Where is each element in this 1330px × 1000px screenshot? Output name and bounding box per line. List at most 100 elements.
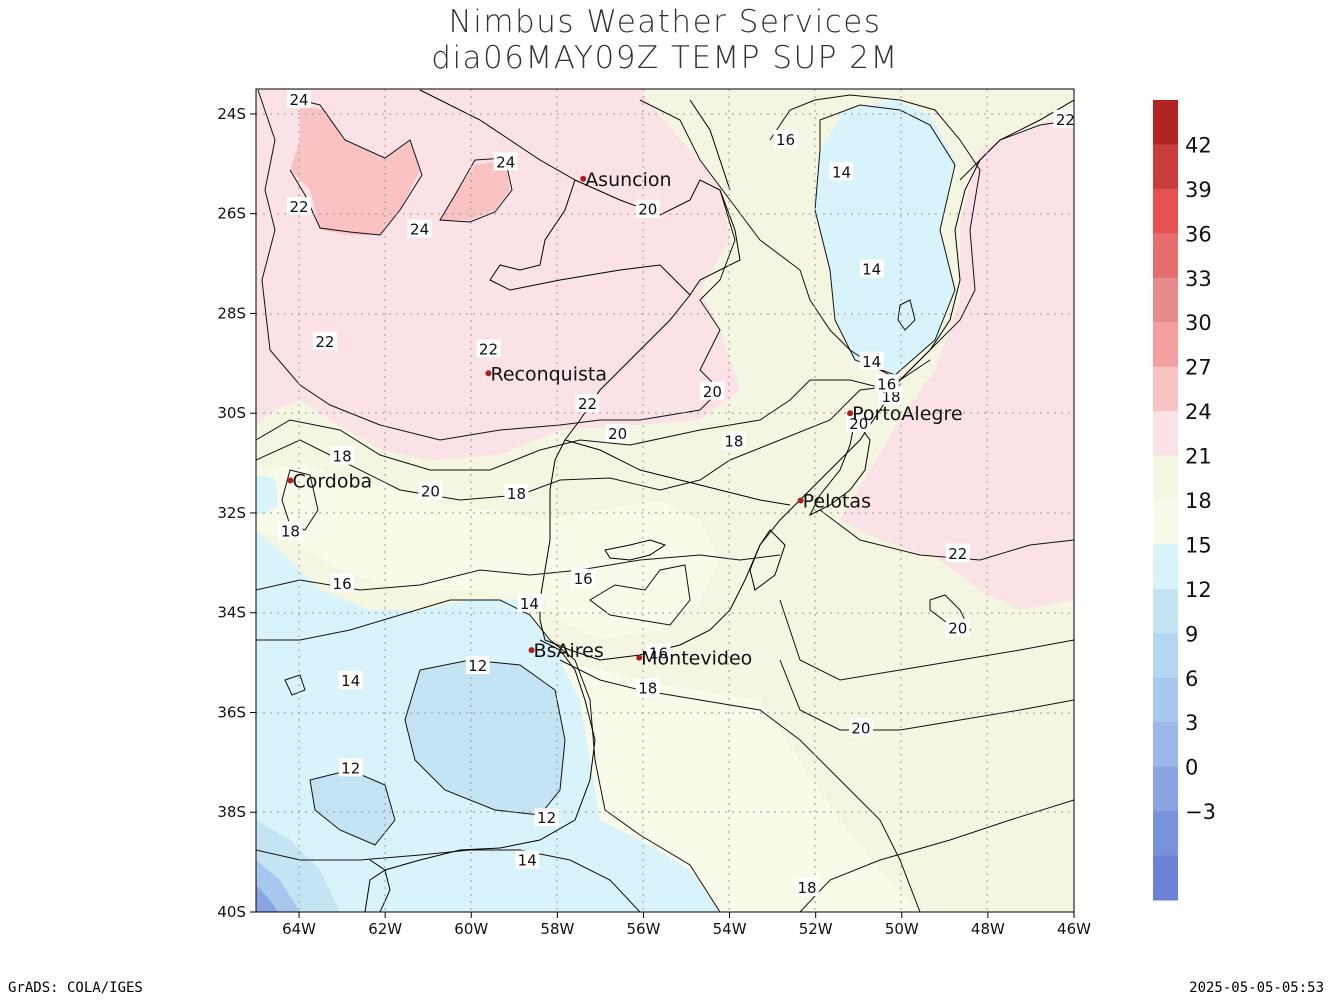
colorbar-label: 0	[1185, 756, 1198, 780]
city-marker	[847, 410, 854, 417]
contour-label: 20	[948, 620, 967, 638]
city-marker	[287, 477, 294, 484]
river-parana	[689, 99, 731, 191]
uruguay-reservoir	[604, 539, 667, 561]
contour-label-bg	[418, 481, 443, 500]
field-cyan-west-edge	[256, 475, 278, 515]
colorbar-swatch	[1153, 366, 1178, 412]
colorbar-swatch	[1153, 188, 1178, 234]
contour-label: 16	[649, 645, 668, 663]
contour-label: 14	[341, 672, 360, 690]
contour-label-bg	[493, 152, 518, 171]
field-cream-light-south	[560, 660, 920, 912]
contour-14-sw	[256, 599, 721, 912]
contour-label: 14	[862, 261, 881, 279]
lat-tick-label: 32S	[217, 504, 246, 522]
lon-tick-label: 46W	[1057, 920, 1091, 938]
colorbar-label: 42	[1185, 133, 1212, 157]
contour-label: 20	[608, 425, 627, 443]
contour-18-bottom	[799, 799, 1074, 912]
colorbar-label: 39	[1185, 178, 1212, 202]
contour-label: 20	[421, 483, 440, 501]
contour-label-bg	[605, 424, 630, 443]
colorbar-swatch	[1153, 855, 1178, 901]
colorbar-swatch	[1153, 677, 1178, 723]
contour-label: 18	[281, 522, 300, 540]
lat-tick-label: 24S	[217, 105, 246, 123]
temperature-field	[256, 89, 1074, 912]
footer-credit: GrADS: COLA/IGES	[8, 980, 143, 996]
city-label: Asuncion	[585, 169, 671, 191]
colorbar-swatch	[1153, 322, 1178, 368]
contour-label: 14	[832, 163, 851, 181]
city-label: Montevideo	[641, 648, 752, 670]
contour-label-bg	[338, 758, 363, 777]
contour-label: 12	[537, 809, 556, 827]
colorbar-label: 30	[1185, 311, 1212, 335]
colorbar-label: 33	[1185, 267, 1212, 291]
contour-label: 18	[798, 879, 817, 897]
contour-label: 12	[468, 657, 487, 675]
contour-label: 18	[638, 680, 657, 698]
contour-label: 24	[410, 221, 429, 239]
colorbar-swatch	[1153, 633, 1178, 679]
field-blue-light-2	[310, 770, 395, 845]
lon-tick-label: 56W	[627, 920, 661, 938]
lagoa-mirim	[749, 529, 786, 591]
contour-label-bg	[635, 199, 660, 218]
contour-label-bg	[287, 89, 312, 108]
city-marker	[528, 647, 535, 654]
colorbar-swatch	[1153, 233, 1178, 279]
contour-label: 20	[849, 415, 868, 433]
footer-timestamp: 2025-05-05-05:53	[1189, 980, 1324, 996]
colorbar-swatch	[1153, 811, 1178, 857]
field-pink-east	[840, 110, 1074, 610]
contour-label: 22	[479, 340, 498, 358]
contour-20-west	[256, 379, 891, 471]
contour-label: 14	[518, 852, 537, 870]
contour-16-ne	[769, 94, 981, 376]
colorbar-label: 15	[1185, 533, 1212, 557]
colorbar-label: 6	[1185, 667, 1198, 691]
colorbar-label: 24	[1185, 400, 1212, 424]
axes: 24S 26S 28S 30S 32S 34S 36S 38S 40S 64W 62W 60W 58W 5…	[217, 105, 1091, 938]
city-label: BsAires	[534, 640, 604, 662]
contour-label-bg	[635, 678, 660, 697]
lon-tick-label: 58W	[540, 920, 574, 938]
contour-label-bg	[515, 850, 540, 869]
contour-label-bg	[330, 573, 355, 592]
contour-label-bg	[829, 162, 854, 181]
lon-tick-label: 50W	[885, 920, 919, 938]
contour-label: 16	[333, 575, 352, 593]
colorbar-label: 9	[1185, 622, 1198, 646]
colorbar-label: 3	[1185, 711, 1198, 735]
contour-label-bg	[330, 446, 355, 465]
contour-label-bg	[571, 568, 596, 587]
colorbar-swatch	[1153, 588, 1178, 634]
lat-tick-label: 36S	[217, 703, 246, 721]
lat-tick-label: 40S	[217, 903, 246, 921]
map-title-block: Nimbus Weather Services dia06MAY09Z TEMP…	[255, 4, 1075, 76]
city-marker	[797, 497, 804, 504]
contour-label-bg	[465, 656, 490, 675]
city-label: PortoAlegre	[852, 403, 962, 425]
field-blue-light-1	[405, 660, 565, 815]
contour-label-bg	[795, 878, 820, 897]
contour-24-west	[289, 99, 423, 236]
plot-frame	[255, 88, 1075, 913]
contour-20-ne	[639, 99, 931, 381]
lat-tick-label: 26S	[217, 205, 246, 223]
contour-label-bg	[848, 718, 873, 737]
lagoa-dos-patos	[808, 418, 871, 517]
contour-label: 24	[290, 91, 309, 109]
cities: Asuncion Reconquista PortoAlegre Cordoba Pel…	[287, 169, 963, 670]
contour-label-bg	[859, 351, 884, 370]
contour-label-bg	[945, 618, 970, 637]
lon-tick-label: 60W	[454, 920, 488, 938]
contour-label: 16	[776, 131, 795, 149]
contour-label: 22	[290, 198, 309, 216]
lon-tick-label: 54W	[713, 920, 747, 938]
colorbar-swatch	[1153, 722, 1178, 768]
contour-label-bg	[945, 543, 970, 562]
